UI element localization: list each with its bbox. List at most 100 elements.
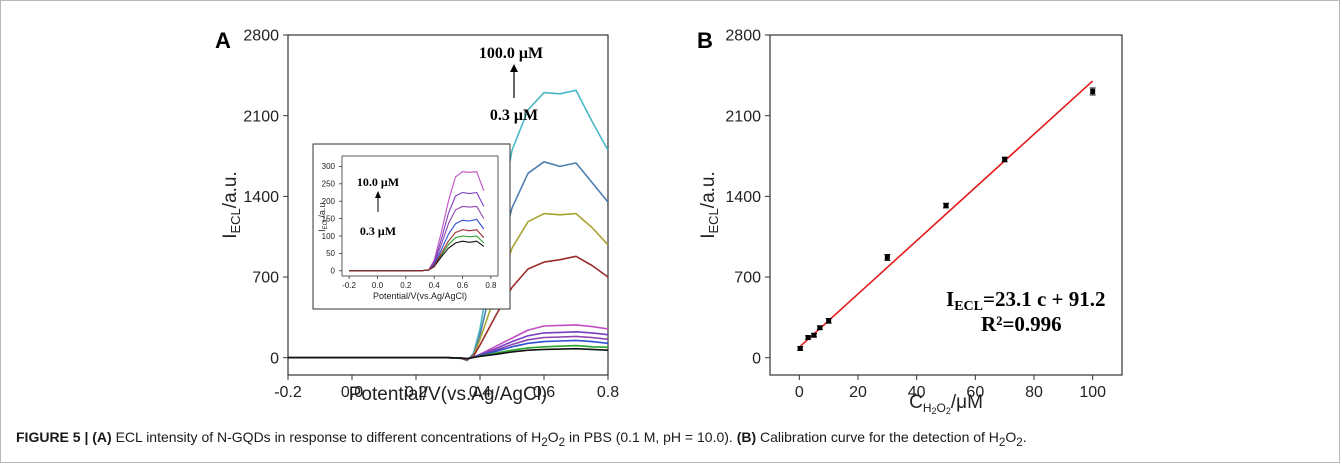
panel-a-series-line-9 — [288, 344, 609, 360]
caption-a-text-2: O — [547, 429, 559, 445]
panel-a-x-ticks: -0.2 0.0 0.2 0.4 0.6 0.8 — [274, 375, 619, 401]
caption-b-label: (B) — [736, 429, 757, 445]
panel-b-points — [797, 87, 1096, 351]
inset-arrow-head — [375, 191, 381, 198]
x-tick-label: -0.2 — [274, 384, 302, 401]
y-tick-label: 2100 — [725, 108, 761, 125]
panel-b-plot-frame — [769, 34, 1123, 376]
panel-a-x-axis-title: Potential/V(vs.Ag/AgCl) — [349, 384, 548, 405]
x-tick-label: 0.2 — [400, 281, 412, 290]
data-point-marker — [805, 335, 811, 341]
x-tick-label: 0.6 — [533, 384, 555, 401]
x-tick-label: 100 — [1079, 384, 1106, 401]
caption-sub: 2 — [998, 435, 1006, 449]
x-tick-label: 20 — [849, 384, 867, 401]
x-tick-label: 0.8 — [485, 281, 497, 290]
y-tick-label: 300 — [322, 162, 336, 171]
y-tick-label: 2100 — [243, 108, 279, 125]
panel-b-point-9 — [1089, 87, 1096, 96]
inset-plot-frame — [341, 155, 499, 277]
panel-a-series-line-5 — [288, 324, 609, 360]
x-tick-label: 0.4 — [469, 384, 491, 401]
panel-a-annotation-high: 100.0 μM — [479, 45, 543, 62]
y-tick-label: 200 — [322, 197, 336, 206]
inset-annotation-high: 10.0 μM — [357, 175, 399, 189]
panel-b-point-7 — [943, 202, 949, 209]
panel-a-series-line-6 — [288, 331, 609, 360]
panel-b-point-3 — [811, 332, 817, 338]
x-tick-label: 0.6 — [457, 281, 469, 290]
panel-a-letter: A — [215, 28, 231, 53]
panel-b-point-5 — [825, 318, 832, 324]
y-tick-label: 0 — [270, 350, 279, 367]
y-tick-label: 2800 — [725, 28, 761, 45]
caption-b-text-3: . — [1022, 429, 1027, 445]
inset-y-ticks: 0 50 100 150 200 250 300 — [322, 162, 342, 276]
inset-series-line-7 — [349, 229, 485, 272]
panel-a-y-axis-title: IECL/a.u. — [220, 171, 243, 239]
y-tick-label: 100 — [322, 232, 336, 241]
figure-caption: FIGURE 5 | (A) ECL intensity of N-GQDs i… — [16, 428, 1326, 452]
y-tick-label: 150 — [322, 214, 336, 223]
data-point-marker — [884, 254, 890, 260]
x-tick-label: 0.0 — [341, 384, 363, 401]
caption-b-text-2: O — [1005, 429, 1017, 445]
panel-b-point-1 — [797, 345, 804, 351]
caption-sub: 2 — [1016, 435, 1023, 449]
data-point-marker — [826, 318, 832, 324]
panel-b-fit-line — [798, 80, 1094, 348]
panel-b-point-6 — [884, 254, 891, 261]
inset-x-ticks: -0.2 0.0 0.2 0.4 0.6 0.8 — [342, 276, 497, 290]
x-tick-label: 60 — [966, 384, 984, 401]
panel-b-point-8 — [1001, 156, 1008, 163]
caption-a-text-3: in PBS (0.1 M, pH = 10.0). — [565, 429, 737, 445]
y-tick-label: 0 — [331, 267, 336, 276]
y-tick-label: 700 — [252, 270, 279, 287]
panel-b-fit-group — [798, 80, 1094, 348]
caption-sub: 2 — [558, 435, 566, 449]
figure: A 0 700 1400 2100 2800 -0.2 0.0 0.2 0.4 0.6 0.8 I… — [215, 28, 1123, 416]
panel-b-y-axis-title: IECL/a.u. — [698, 171, 721, 239]
panel-b-point-4 — [816, 325, 823, 331]
panel-a-y-ticks: 0 700 1400 2100 2800 — [243, 28, 288, 367]
panel-b-letter: B — [697, 28, 713, 53]
x-tick-label: 80 — [1025, 384, 1043, 401]
panel-b-equation: IECL=23.1 c + 91.2 — [946, 287, 1106, 314]
inset-series — [349, 171, 485, 272]
data-point-marker — [811, 332, 817, 338]
panel-a-plot-frame — [287, 34, 609, 376]
y-tick-label: 0 — [752, 350, 761, 367]
figure-svg: A 0 700 1400 2100 2800 -0.2 0.0 0.2 0.4 0.6 0.8 I… — [215, 28, 1123, 416]
x-tick-label: 0.8 — [597, 384, 619, 401]
x-tick-label: -0.2 — [342, 281, 356, 290]
data-point-marker — [817, 325, 823, 331]
y-tick-label: 700 — [734, 270, 761, 287]
data-point-marker — [1090, 88, 1096, 94]
x-tick-label: 0.0 — [372, 281, 384, 290]
y-tick-label: 1400 — [243, 189, 279, 206]
panel-a-series-line-10 — [288, 347, 609, 360]
panel-b-x-ticks: 0 20 40 60 80 100 — [795, 375, 1106, 401]
caption-sub: 2 — [541, 435, 548, 449]
x-tick-label: 40 — [908, 384, 926, 401]
y-tick-label: 1400 — [725, 189, 761, 206]
y-tick-label: 2800 — [243, 28, 279, 45]
panel-b-y-ticks: 0 700 1400 2100 2800 — [725, 28, 770, 367]
caption-b-text: Calibration curve for the detection of H — [756, 429, 999, 445]
y-tick-label: 50 — [326, 249, 335, 258]
caption-figure-label: FIGURE 5 | — [16, 429, 89, 445]
data-point-marker — [797, 345, 803, 351]
panel-b-point-2 — [805, 335, 812, 341]
x-tick-label: 0.2 — [405, 384, 427, 401]
panel-b-x-axis-title: CH2O2/μM — [909, 392, 983, 416]
x-tick-label: 0 — [795, 384, 804, 401]
panel-a-annotation-low: 0.3 μM — [490, 107, 538, 124]
caption-a-text: ECL intensity of N-GQDs in response to d… — [111, 429, 542, 445]
panel-b-r-squared: R²=0.996 — [981, 312, 1062, 336]
panel-a-arrow-head — [510, 64, 518, 72]
x-tick-label: 0.4 — [429, 281, 441, 290]
inset-annotation-low: 0.3 μM — [360, 224, 396, 238]
y-tick-label: 250 — [322, 180, 336, 189]
